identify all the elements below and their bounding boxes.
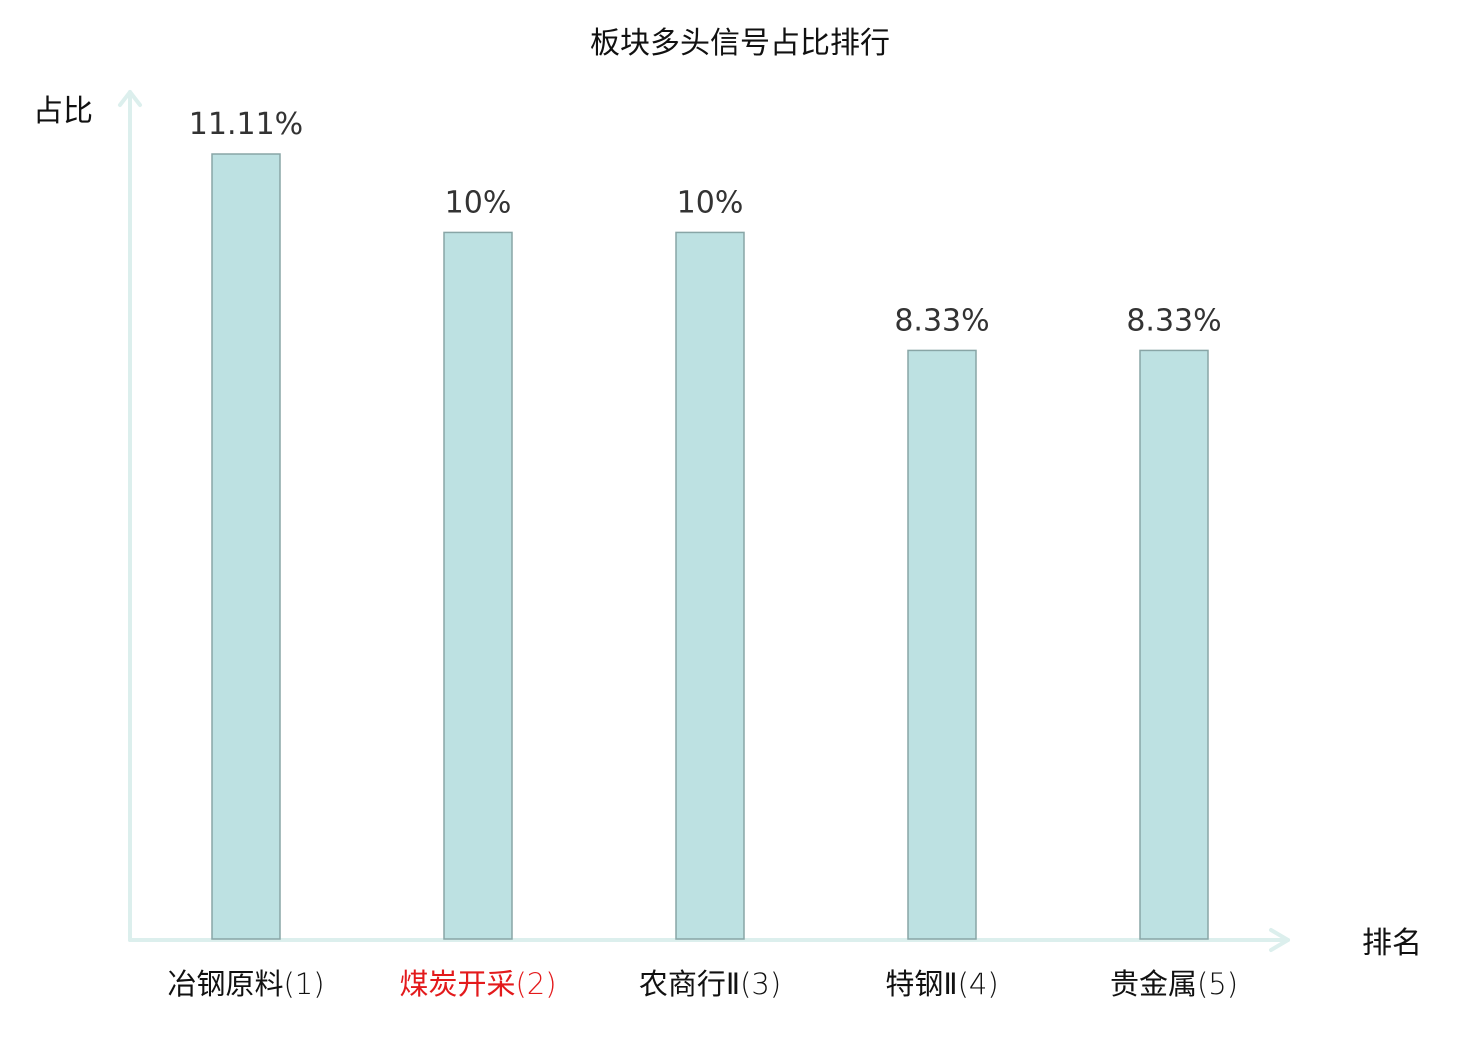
category-label-2: 煤炭开采(2): [399, 967, 556, 1001]
value-labels: 11.11% 10% 10% 8.33% 8.33%: [189, 107, 1222, 338]
category-name: 煤炭开采: [399, 967, 515, 1001]
value-label-2: 10%: [445, 185, 512, 220]
bar-2: [443, 231, 513, 940]
value-label-5: 8.33%: [1126, 303, 1221, 338]
category-label-4: 特钢Ⅱ(4): [885, 967, 998, 1001]
category-rank: (3): [740, 967, 781, 1001]
value-label-3: 10%: [677, 185, 744, 220]
category-name: 冶钢原料: [167, 967, 283, 1001]
bar-3: [675, 231, 745, 940]
x-axis-label: 排名: [1362, 926, 1422, 961]
y-axis-label: 占比: [33, 94, 93, 129]
category-rank: (4): [958, 967, 999, 1001]
y-axis-arrow: [118, 90, 142, 107]
value-label-1: 11.11%: [189, 107, 303, 142]
axes: [118, 90, 1290, 952]
bar-4: [907, 349, 977, 940]
category-label-3: 农商行Ⅱ(3): [639, 967, 781, 1001]
category-labels: 冶钢原料(1) 煤炭开采(2) 农商行Ⅱ(3) 特钢Ⅱ(4) 贵金属(5): [167, 967, 1238, 1001]
category-rank: (2): [515, 967, 556, 1001]
value-label-4: 8.33%: [894, 303, 989, 338]
category-label-5: 贵金属(5): [1110, 967, 1238, 1001]
category-name: 特钢Ⅱ: [885, 967, 957, 1001]
category-rank: (1): [283, 967, 324, 1001]
category-name: 贵金属: [1110, 967, 1197, 1001]
category-name: 农商行Ⅱ: [639, 967, 740, 1001]
category-label-1: 冶钢原料(1): [167, 967, 324, 1001]
bar-1: [211, 153, 281, 940]
bar-5: [1139, 349, 1209, 940]
bar-series: [211, 153, 1209, 940]
category-rank: (5): [1197, 967, 1238, 1001]
x-axis-arrow: [1269, 928, 1290, 952]
chart-title: 板块多头信号占比排行: [590, 26, 890, 61]
